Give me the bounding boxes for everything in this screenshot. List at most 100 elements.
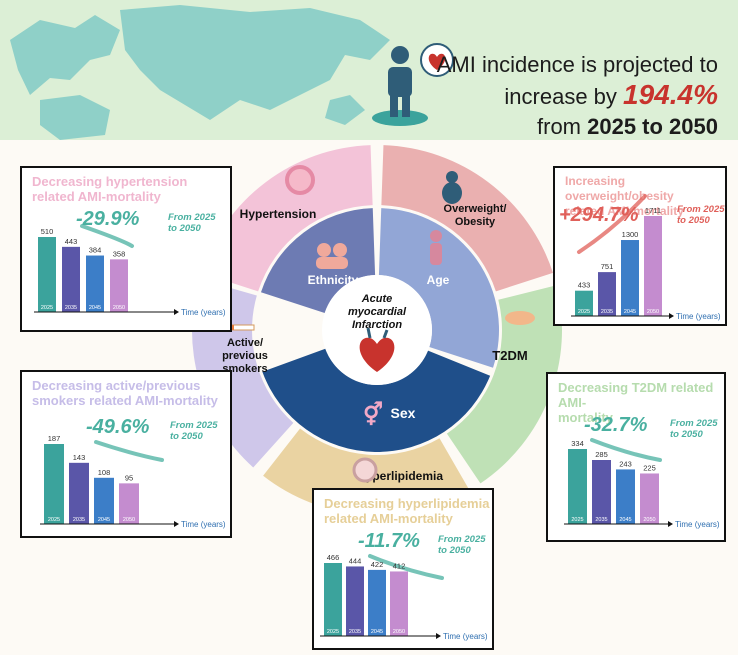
bar-category-label: 2045 [371, 629, 383, 635]
bar-2035 [592, 460, 611, 524]
bar-category-label: 2045 [624, 309, 636, 315]
center-label-2: myocardial [348, 306, 407, 318]
panel-note-line: From 2025 [677, 204, 725, 215]
outer-label-smokers-3: smokers [222, 363, 267, 375]
bar-2035 [598, 272, 616, 316]
map-landmass-asia [120, 5, 390, 120]
bar-2045 [616, 469, 635, 524]
bar-2035 [69, 462, 89, 524]
bar-2035 [62, 246, 80, 312]
x-axis-arrow-icon [436, 633, 441, 639]
headline-line1: AMI incidence is projected to [436, 52, 718, 77]
panel-note: From 2025 to 2050 [170, 420, 218, 442]
x-axis-label: Time (years) [676, 312, 721, 321]
panel-chart: 187 2025 143 2035 108 2045 95 2050 Time (years) [40, 434, 226, 529]
cigarette-icon [231, 324, 255, 331]
bar-2050 [390, 571, 408, 636]
panel-t2dm: Decreasing T2DM related AMI-mortality -3… [546, 372, 726, 542]
panel-note-line: From 2025 [170, 420, 218, 431]
trend-arrow [577, 194, 647, 254]
people-icon [317, 243, 331, 257]
x-axis-label: Time (years) [181, 308, 226, 317]
bar-value-label: 751 [601, 262, 614, 271]
bar-category-label: 2025 [41, 305, 53, 311]
headline-years: 2025 to 2050 [587, 114, 718, 139]
panel-note: From 2025 to 2050 [670, 418, 718, 440]
panel-title-line: Increasing overweight/obesity [565, 174, 674, 203]
panel-title-line: related AMI-mortality [32, 189, 161, 204]
bar-2025 [324, 563, 342, 636]
headline-from-text: from [537, 114, 588, 139]
panel-note-line: to 2050 [170, 431, 203, 442]
outer-label-smokers-2: previous [222, 350, 268, 362]
inner-segment-age [378, 208, 499, 368]
bar-value-label: 187 [48, 434, 61, 443]
wheel-center [322, 275, 432, 385]
panel-note-line: to 2050 [168, 223, 201, 234]
x-axis-label: Time (years) [675, 520, 720, 529]
bar-2050 [640, 473, 659, 524]
people-icon-2 [333, 243, 347, 257]
trend-arrow [590, 438, 662, 462]
panel-chart: 466 2025 444 2035 422 2045 412 2050 Time (years) [320, 553, 488, 641]
headline: AMI incidence is projected to increase b… [388, 50, 718, 142]
bar-value-label: 422 [371, 560, 384, 569]
bar-value-label: 444 [349, 556, 362, 565]
bar-value-label: 334 [571, 439, 584, 448]
panel-change: -29.9% [76, 208, 140, 230]
inner-label-age: Age [427, 273, 450, 287]
bar-category-label: 2035 [65, 305, 77, 311]
headline-line3: from 2025 to 2050 [388, 112, 718, 142]
bar-value-label: 243 [619, 459, 632, 468]
trend-arrow [368, 554, 444, 580]
outer-label-hyperlipidemia: Hyperlipidemia [357, 469, 443, 483]
panel-title-line: Decreasing hypertension [32, 174, 188, 189]
bar-value-label: 108 [98, 468, 111, 477]
bar-value-label: 443 [65, 237, 78, 246]
panel-smokers: Decreasing active/previous smokers relate… [20, 370, 232, 538]
panel-title: Decreasing hyperlipidemia related AMI-mor… [324, 496, 489, 526]
header-banner: AMI incidence is projected to increase b… [0, 0, 738, 140]
panel-note: From 2025 to 2050 [677, 204, 725, 226]
panel-title: Decreasing hypertension related AMI-morta… [32, 174, 187, 204]
outer-segment-t2dm [446, 285, 562, 484]
panel-obesity: Increasing overweight/obesity related AMI… [553, 166, 727, 326]
outer-label-smokers-1: Active/ [227, 337, 263, 349]
bar-category-label: 2025 [48, 517, 60, 523]
vessel-donut-icon [285, 165, 315, 195]
panel-title-line: Decreasing T2DM related AMI- [558, 380, 714, 410]
obesity-person-body [442, 182, 462, 204]
bar-2025 [575, 290, 593, 316]
x-axis-arrow-icon [174, 521, 179, 527]
bar-value-label: 1711 [645, 206, 661, 215]
elderly-icon-body [430, 243, 442, 265]
bar-value-label: 285 [595, 450, 608, 459]
bar-2050 [110, 259, 128, 312]
center-label-3: Infarction [352, 319, 402, 331]
panel-change: -49.6% [86, 416, 150, 438]
sex-icon: ⚥ [363, 401, 383, 427]
center-label-1: Acute [361, 293, 393, 305]
trend-arrow [80, 224, 134, 248]
map-landmass-europe [10, 15, 120, 95]
bar-category-label: 2050 [647, 309, 659, 315]
x-axis-arrow-icon [668, 521, 673, 527]
panel-note-line: to 2050 [438, 545, 471, 556]
panel-title: Decreasing active/previous smokers relate… [32, 378, 218, 408]
panel-note-line: From 2025 [168, 212, 216, 223]
bar-2035 [346, 566, 364, 636]
bar-value-label: 412 [393, 561, 406, 570]
bar-2025 [568, 449, 587, 524]
heart-icon [359, 337, 395, 372]
panel-note-line: From 2025 [670, 418, 718, 429]
bar-2025 [44, 444, 64, 524]
vessel-icon [366, 327, 389, 339]
world-map [10, 5, 454, 140]
panel-change: -11.7% [358, 530, 420, 552]
panel-chart: 334 2025 285 2035 243 2045 225 2050 Time (years) [564, 438, 720, 529]
panel-title-line: smokers related AMI-mortality [32, 393, 218, 408]
bar-value-label: 225 [643, 463, 656, 472]
panel-chart: 433 2025 751 2035 1300 2045 1711 2050 Time (year… [571, 194, 721, 321]
x-axis-arrow-icon [174, 309, 179, 315]
bar-value-label: 358 [113, 249, 126, 258]
